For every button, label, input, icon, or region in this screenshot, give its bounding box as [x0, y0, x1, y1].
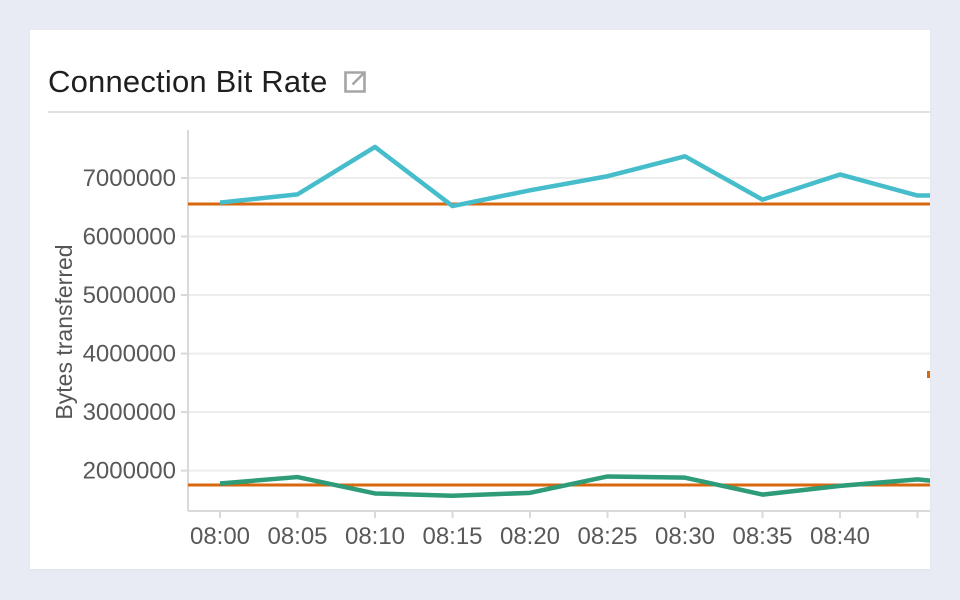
y-tick-label: 3000000 — [83, 399, 176, 426]
y-tick-label: 4000000 — [83, 341, 176, 368]
x-tick-label: 08:35 — [732, 523, 792, 550]
series-line-series-1 — [219, 144, 930, 209]
external-link-icon[interactable] — [342, 69, 368, 95]
header-divider — [48, 111, 930, 113]
y-tick-label: 6000000 — [83, 224, 176, 251]
external-link-icon-svg — [343, 71, 366, 93]
series-line-series-2 — [219, 474, 930, 499]
x-tick-label: 08:20 — [500, 523, 560, 550]
y-tick-label: 7000000 — [83, 165, 176, 192]
y-tick-label: 5000000 — [83, 282, 176, 309]
x-tick-label: 08:40 — [810, 523, 870, 550]
x-tick-label: 08:00 — [190, 523, 250, 550]
y-axis-title: Bytes transferred — [51, 244, 77, 419]
y-tick-label: 2000000 — [83, 458, 176, 485]
x-tick-label: 08:15 — [422, 523, 482, 550]
x-tick-label: 08:25 — [577, 523, 637, 550]
chart-panel: Connection Bit Rate 2000000 3000000 400000… — [30, 30, 930, 569]
panel-header: Connection Bit Rate — [48, 60, 368, 104]
x-tick-label: 08:10 — [345, 523, 405, 550]
line-chart: 2000000 3000000 4000000 5000000 6000000 70000… — [51, 130, 930, 550]
x-tick-label: 08:05 — [267, 523, 327, 550]
x-tick-label: 08:30 — [655, 523, 715, 550]
panel-title: Connection Bit Rate — [48, 64, 328, 99]
clipped-legend-mark — [927, 371, 930, 378]
